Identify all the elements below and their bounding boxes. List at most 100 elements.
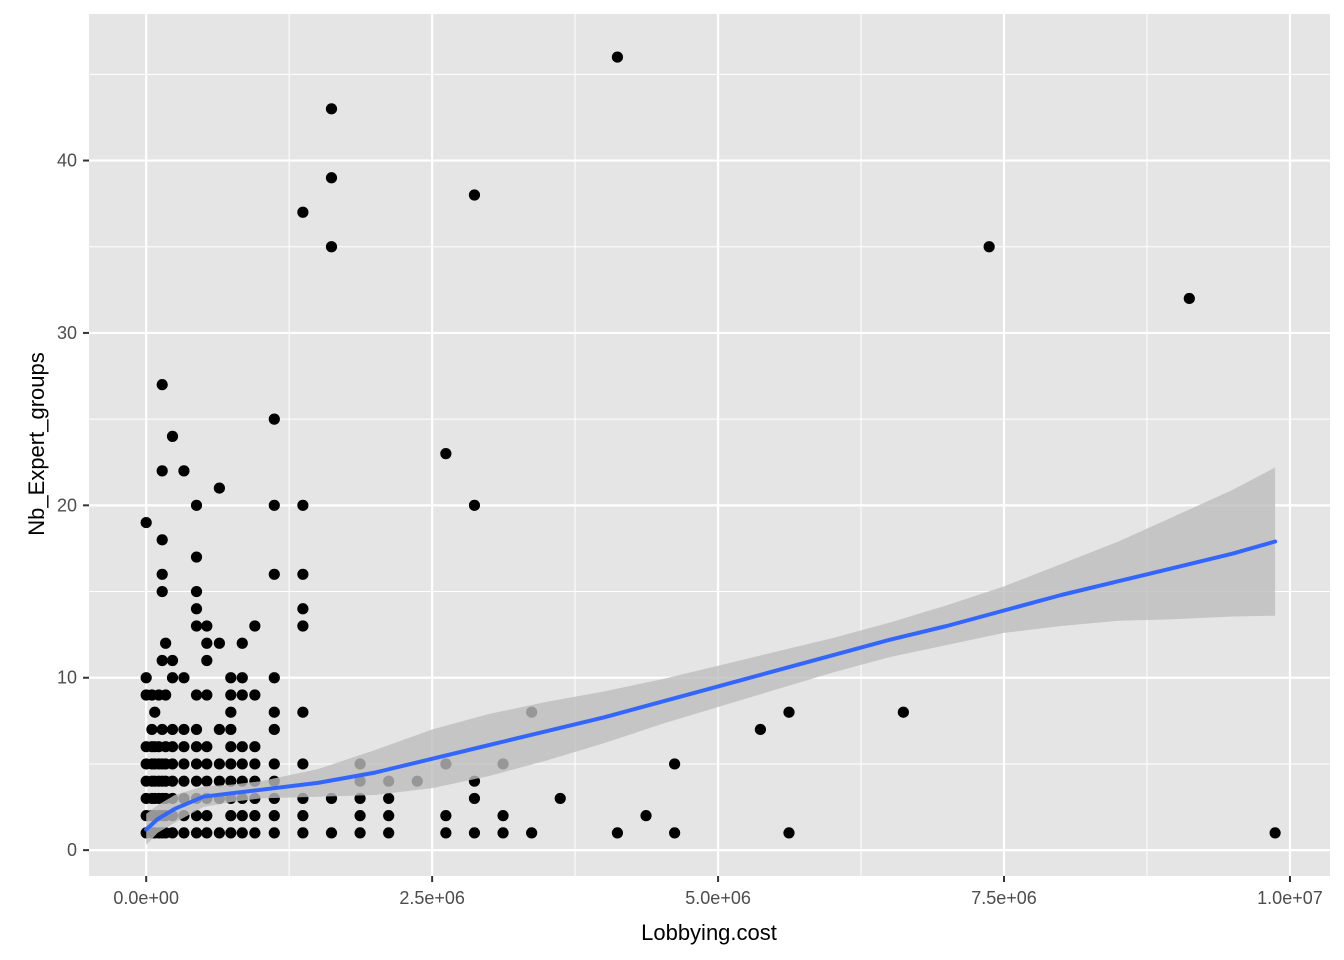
data-point <box>297 603 309 615</box>
data-point <box>354 810 366 822</box>
data-point <box>160 637 172 649</box>
data-point <box>297 810 309 822</box>
data-point <box>468 827 481 839</box>
data-point <box>325 172 338 184</box>
data-point <box>236 672 248 684</box>
data-point <box>178 723 190 736</box>
data-point <box>166 758 179 770</box>
data-point <box>213 723 225 736</box>
data-point <box>783 706 795 718</box>
data-point <box>190 758 203 770</box>
data-point <box>190 741 203 753</box>
data-point <box>354 792 366 805</box>
data-point <box>225 723 237 736</box>
data-point <box>156 568 168 580</box>
data-point <box>225 758 237 770</box>
data-point <box>268 413 280 425</box>
data-point <box>468 499 481 511</box>
data-point <box>297 620 309 632</box>
data-point <box>983 241 995 253</box>
data-point <box>268 827 280 839</box>
data-point <box>268 723 280 736</box>
data-point <box>383 827 395 839</box>
data-point <box>669 758 681 770</box>
data-point <box>201 637 213 649</box>
x-axis-title: Lobbying.cost <box>641 920 777 945</box>
data-point <box>201 689 213 701</box>
data-point <box>178 758 190 770</box>
data-point <box>249 689 261 701</box>
data-point <box>383 810 395 822</box>
data-point <box>178 827 190 839</box>
data-point <box>225 672 237 684</box>
data-point <box>149 706 161 718</box>
data-point <box>297 706 309 718</box>
data-point <box>897 706 909 718</box>
confidence-band <box>146 467 1276 845</box>
data-point <box>249 620 261 632</box>
data-point <box>156 379 168 391</box>
data-point <box>178 741 190 753</box>
data-point <box>213 482 225 494</box>
y-tick-label: 10 <box>57 668 77 688</box>
data-point <box>554 792 566 805</box>
data-point <box>190 827 203 839</box>
data-point <box>160 689 172 701</box>
data-point <box>166 430 179 442</box>
data-point <box>325 241 338 253</box>
y-tick-label: 40 <box>57 151 77 171</box>
data-point <box>526 827 538 839</box>
data-point <box>611 827 624 839</box>
data-point <box>640 810 652 822</box>
y-tick-label: 20 <box>57 495 77 515</box>
x-axis: 0.0e+00 2.5e+06 5.0e+06 7.5e+06 1.0e+07 <box>113 876 1323 908</box>
data-point <box>236 810 248 822</box>
plot-panel <box>89 14 1330 876</box>
data-point <box>497 827 509 839</box>
data-point <box>201 741 213 753</box>
data-point <box>1269 827 1281 839</box>
data-point <box>190 585 203 598</box>
data-point <box>225 689 237 701</box>
x-tick-label: 7.5e+06 <box>971 888 1037 908</box>
data-point <box>383 792 395 805</box>
data-point <box>440 810 452 822</box>
data-point <box>236 758 248 770</box>
x-tick-label: 1.0e+07 <box>1257 888 1323 908</box>
data-point <box>268 706 280 718</box>
data-point <box>178 775 190 787</box>
data-point <box>354 827 366 839</box>
data-point <box>178 465 190 477</box>
data-point <box>166 723 179 736</box>
data-point <box>225 775 237 787</box>
data-point <box>249 810 261 822</box>
data-point <box>268 758 280 770</box>
data-point <box>140 516 152 529</box>
data-point <box>190 689 203 701</box>
data-point <box>669 827 681 839</box>
data-point <box>140 672 152 684</box>
data-point <box>201 810 213 822</box>
x-tick-label: 0.0e+00 <box>113 888 179 908</box>
data-point <box>297 568 309 580</box>
data-point <box>213 637 225 649</box>
data-point <box>190 620 203 632</box>
data-point <box>225 741 237 753</box>
data-point <box>236 741 248 753</box>
data-point <box>440 827 452 839</box>
data-point <box>297 499 309 511</box>
panel-background <box>89 14 1330 876</box>
data-point <box>190 810 203 822</box>
data-point <box>156 654 168 667</box>
data-point <box>297 827 309 839</box>
data-point <box>166 827 179 839</box>
data-point <box>236 827 248 839</box>
data-point <box>156 534 168 546</box>
data-point <box>166 741 179 753</box>
data-point <box>190 723 203 736</box>
data-point <box>249 741 261 753</box>
data-point <box>156 585 168 598</box>
data-point <box>611 51 624 63</box>
data-point <box>178 672 190 684</box>
data-point <box>166 654 179 667</box>
